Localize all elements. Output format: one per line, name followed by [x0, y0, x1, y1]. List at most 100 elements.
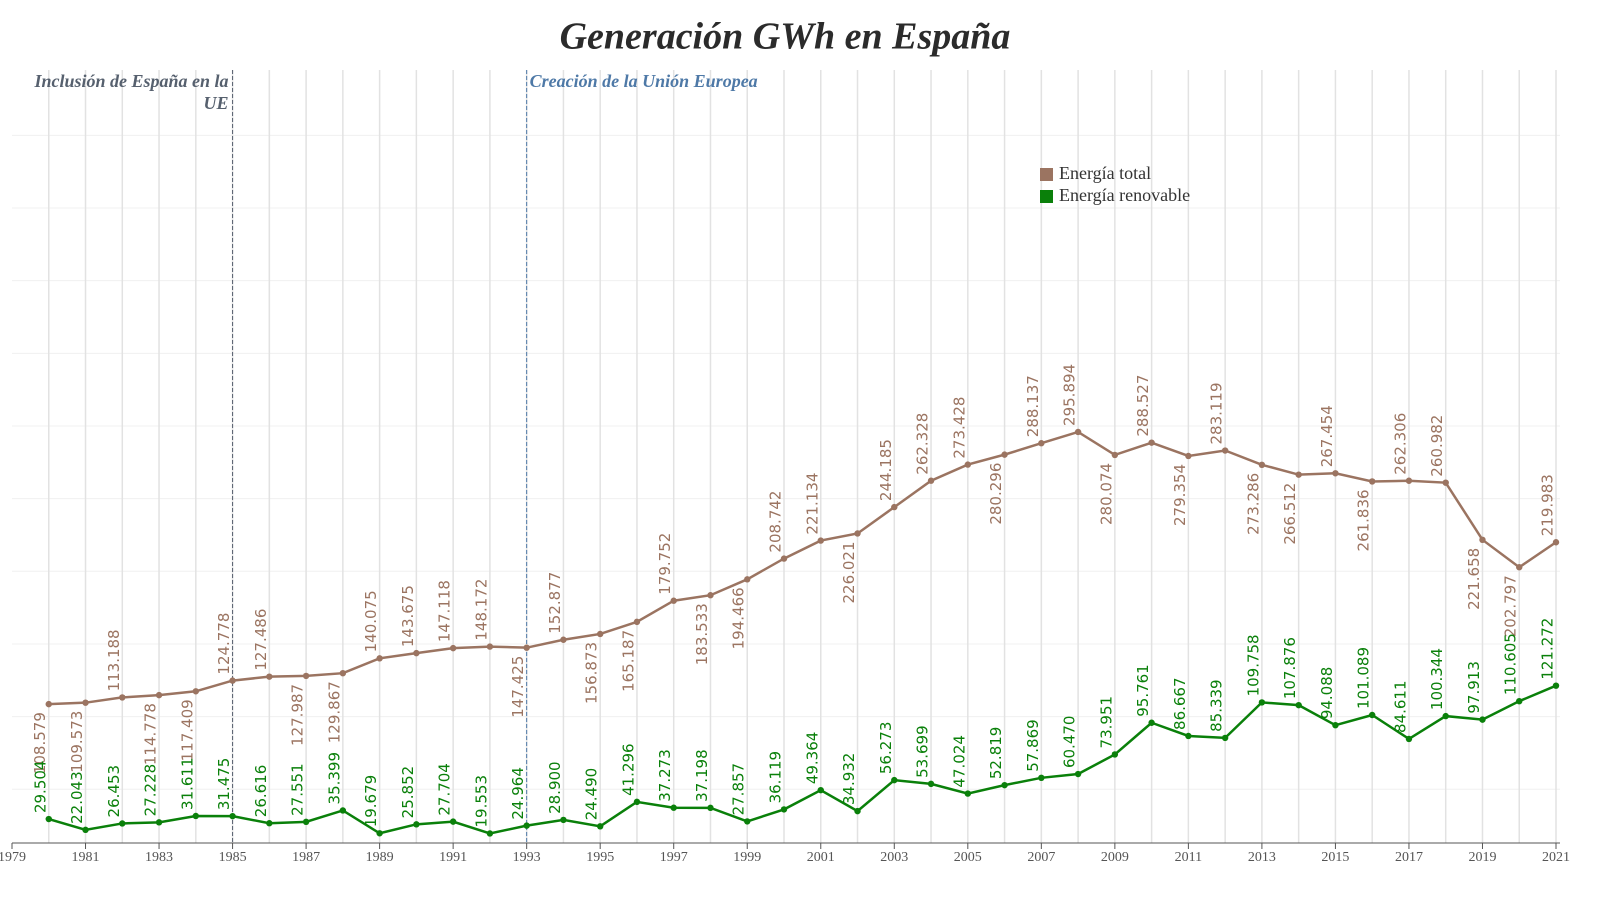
- x-tick-label: 1995: [586, 850, 614, 865]
- data-point: [1295, 701, 1302, 709]
- data-point: [486, 643, 494, 650]
- data-label: 110.605: [1502, 633, 1520, 695]
- data-point: [1368, 478, 1376, 485]
- data-point: [119, 694, 126, 701]
- data-label: 279.354: [1171, 464, 1189, 526]
- data-label: 22.043: [68, 771, 86, 824]
- data-point: [670, 804, 677, 811]
- data-label: 280.296: [987, 463, 1005, 525]
- data-point: [1516, 564, 1523, 571]
- data-label: 267.454: [1318, 405, 1336, 467]
- data-point: [1295, 471, 1302, 478]
- data-point: [891, 503, 898, 511]
- data-point: [1074, 770, 1082, 778]
- data-point: [1111, 451, 1119, 459]
- data-label: 26.453: [105, 765, 123, 818]
- data-point: [707, 804, 714, 812]
- data-label: 127.486: [252, 609, 270, 671]
- data-point: [1001, 781, 1008, 789]
- x-tick-label: 1983: [145, 850, 173, 865]
- x-tick-label: 1979: [0, 850, 26, 865]
- x-tick-label: 1993: [513, 850, 541, 865]
- data-point: [1074, 428, 1082, 436]
- data-point: [964, 790, 972, 797]
- data-point: [633, 618, 641, 626]
- data-point: [744, 576, 751, 583]
- data-point: [780, 555, 788, 562]
- data-label: 31.475: [215, 758, 233, 811]
- data-label: 152.877: [546, 572, 564, 634]
- data-label: 73.951: [1097, 696, 1115, 749]
- data-point: [192, 688, 200, 695]
- data-label: 37.273: [656, 749, 674, 802]
- x-tick-label: 2019: [1468, 850, 1496, 865]
- x-tick-label: 2015: [1321, 850, 1349, 865]
- data-point: [1185, 452, 1192, 460]
- data-label: 244.185: [877, 439, 895, 501]
- data-label: 27.551: [289, 763, 307, 816]
- x-tick-label: 2001: [807, 850, 835, 865]
- data-label: 24.964: [509, 767, 527, 820]
- x-tick-label: 1997: [660, 850, 688, 865]
- data-point: [560, 816, 567, 824]
- data-point: [45, 815, 52, 823]
- data-point: [45, 700, 52, 708]
- x-tick-label: 2017: [1395, 850, 1423, 865]
- data-label: 140.075: [362, 590, 380, 652]
- data-point: [1479, 716, 1486, 723]
- data-point: [670, 597, 677, 604]
- data-point: [302, 672, 310, 680]
- data-point: [1405, 477, 1413, 484]
- data-point: [964, 461, 972, 468]
- data-label: 127.987: [289, 684, 307, 746]
- data-point: [266, 673, 273, 680]
- data-point: [1185, 732, 1192, 740]
- data-label: 165.187: [619, 630, 637, 692]
- data-label: 97.913: [1465, 661, 1483, 714]
- data-label: 47.024: [950, 735, 968, 788]
- data-label: 27.857: [730, 763, 748, 816]
- data-label: 273.428: [950, 397, 968, 459]
- data-point: [486, 830, 494, 837]
- data-label: 261.836: [1355, 489, 1373, 551]
- data-label: 208.742: [767, 491, 785, 553]
- series-line: [48, 430, 1557, 706]
- data-point: [817, 786, 824, 794]
- data-label: 221.134: [803, 473, 821, 535]
- data-label: 288.527: [1134, 375, 1152, 437]
- data-point: [596, 630, 604, 638]
- data-label: 57.869: [1024, 719, 1042, 772]
- x-tick-label: 2009: [1101, 850, 1129, 865]
- data-point: [413, 649, 420, 657]
- data-label: 52.819: [987, 727, 1005, 780]
- legend-label: Energía renovable: [1059, 185, 1190, 205]
- data-point: [376, 830, 383, 837]
- data-label: 179.752: [656, 533, 674, 595]
- data-label: 280.074: [1097, 463, 1115, 525]
- data-label: 108.579: [31, 712, 49, 774]
- x-tick-label: 1981: [72, 850, 100, 865]
- data-point: [560, 636, 567, 643]
- data-point: [1258, 461, 1266, 469]
- data-label: 41.296: [619, 743, 637, 796]
- data-point: [1405, 735, 1413, 743]
- data-label: 266.512: [1281, 483, 1299, 545]
- data-point: [633, 798, 641, 806]
- data-point: [1552, 682, 1560, 689]
- data-label: 29.504: [31, 761, 49, 814]
- data-point: [1368, 711, 1376, 719]
- x-tick-label: 1985: [219, 850, 247, 865]
- data-label: 26.616: [252, 765, 270, 818]
- data-label: 147.425: [509, 656, 527, 718]
- data-label: 288.137: [1024, 375, 1042, 437]
- data-label: 148.172: [472, 579, 490, 641]
- data-label: 117.409: [178, 699, 196, 761]
- data-label: 262.328: [914, 413, 932, 475]
- data-point: [707, 592, 714, 599]
- data-point: [449, 818, 457, 825]
- x-tick-label: 2007: [1027, 850, 1055, 865]
- data-label: 85.339: [1208, 679, 1226, 732]
- data-label: 262.306: [1391, 413, 1409, 475]
- data-label: 121.272: [1539, 618, 1557, 680]
